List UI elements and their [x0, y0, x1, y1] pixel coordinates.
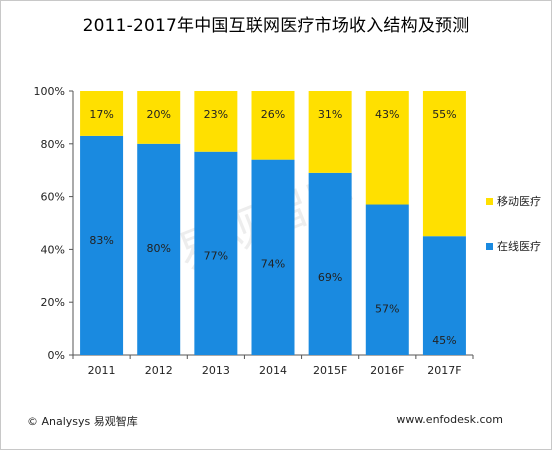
- data-label: 23%: [204, 108, 228, 121]
- x-tick-label: 2013: [202, 364, 230, 377]
- bar-online: [251, 159, 295, 355]
- x-tick-label: 2012: [145, 364, 173, 377]
- x-tick-label: 2016F: [370, 364, 404, 377]
- bar-mobile: [194, 91, 238, 152]
- data-label: 55%: [432, 108, 456, 121]
- x-tick-label: 2014: [259, 364, 287, 377]
- y-tick-label: 100%: [34, 85, 65, 98]
- data-label: 83%: [89, 234, 113, 247]
- bar-online: [80, 135, 124, 355]
- y-tick-label: 80%: [41, 138, 65, 151]
- data-label: 69%: [318, 271, 342, 284]
- bar-online: [308, 172, 352, 355]
- data-label: 43%: [375, 108, 399, 121]
- legend-label: 移动医疗: [497, 194, 541, 208]
- legend-label: 在线医疗: [497, 239, 541, 253]
- x-tick-label: 2015F: [313, 364, 347, 377]
- bar-online: [137, 143, 181, 355]
- bar-online: [422, 236, 466, 355]
- data-label: 45%: [432, 334, 456, 347]
- data-label: 20%: [146, 108, 170, 121]
- data-label: 80%: [146, 242, 170, 255]
- bar-mobile: [308, 91, 352, 173]
- data-label: 74%: [261, 258, 285, 271]
- y-tick-label: 40%: [41, 243, 65, 256]
- data-label: 26%: [261, 108, 285, 121]
- data-label: 17%: [89, 108, 113, 121]
- bar-online: [365, 204, 409, 355]
- bar-mobile: [137, 91, 181, 144]
- website-url: www.enfodesk.com: [396, 413, 503, 426]
- bar-mobile: [80, 91, 124, 136]
- bar-mobile: [365, 91, 409, 205]
- data-label: 57%: [375, 303, 399, 316]
- data-label: 31%: [318, 108, 342, 121]
- legend-swatch: [486, 243, 493, 250]
- legend-swatch: [486, 198, 493, 205]
- data-label: 77%: [204, 250, 228, 263]
- y-tick-label: 0%: [48, 349, 65, 362]
- bar-mobile: [422, 91, 466, 237]
- x-tick-label: 2011: [88, 364, 116, 377]
- bar-mobile: [251, 91, 295, 160]
- y-tick-label: 20%: [41, 296, 65, 309]
- chart-title: 2011-2017年中国互联网医疗市场收入结构及预测: [82, 16, 470, 36]
- x-tick-label: 2017F: [427, 364, 461, 377]
- bar-online: [194, 151, 238, 355]
- source-credit: © Analysys 易观智库: [27, 415, 138, 428]
- y-tick-label: 60%: [41, 191, 65, 204]
